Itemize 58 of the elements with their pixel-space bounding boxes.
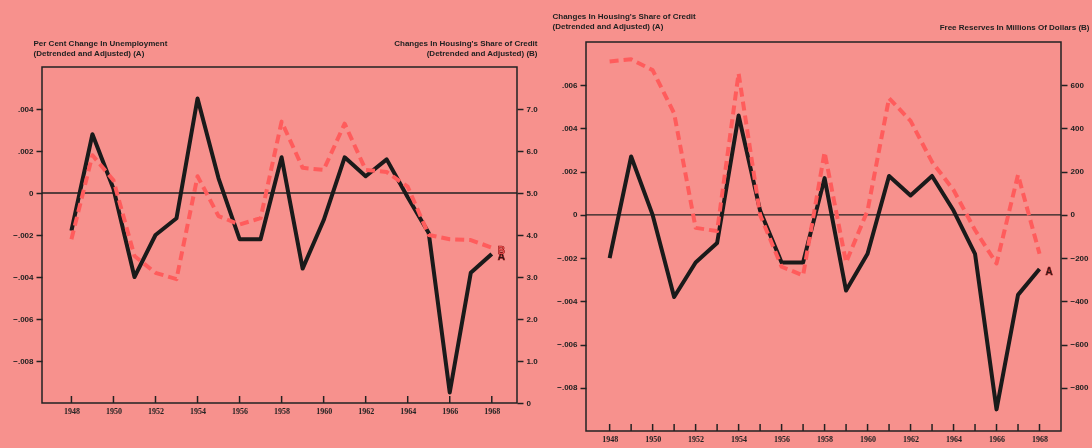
y2-tick-label: −200	[1070, 253, 1090, 263]
series-label: A	[1045, 265, 1053, 277]
y2-tick-label: 7.0	[526, 104, 539, 114]
x-tick-label: 1954	[731, 434, 748, 444]
y-tick-label: 0	[29, 188, 35, 198]
y-tick-label: −.008	[557, 383, 579, 393]
y-tick-label: −.008	[13, 356, 35, 366]
y-tick-label: −.004	[13, 272, 35, 282]
x-tick-label: 1958	[817, 434, 834, 444]
y-axis-title: Per Cent Change In Unemployment (Detrended and Adjusted) (A)	[33, 38, 168, 58]
x-tick-label: 1966	[442, 406, 459, 416]
x-tick-label: 1954	[190, 406, 207, 416]
y-tick-label: 0	[573, 210, 579, 220]
y2-tick-label: 4.0	[526, 230, 539, 240]
y-tick-label: −.002	[13, 230, 35, 240]
x-tick-label: 1966	[989, 434, 1006, 444]
y2-tick-label: 0	[1070, 210, 1076, 220]
y2-tick-label: 1.0	[526, 356, 539, 366]
x-tick-label: 1964	[400, 406, 417, 416]
y2-tick-label: 0	[526, 398, 532, 408]
x-tick-label: 1956	[232, 406, 249, 416]
x-tick-label: 1952	[148, 406, 164, 416]
y2-axis-title: Changes In Housing's Share of Credit (Detrended and Adjusted) (B)	[394, 38, 538, 58]
y-axis-title: Changes In Housing's Share of Credit (Detrended and Adjusted) (A)	[552, 11, 697, 31]
x-tick-label: 1968	[484, 406, 501, 416]
y2-tick-label: 200	[1070, 167, 1085, 177]
y2-tick-label: −800	[1070, 383, 1090, 393]
x-tick-label: 1950	[645, 434, 662, 444]
x-tick-label: 1968	[1032, 434, 1049, 444]
x-tick-label: 1958	[274, 406, 291, 416]
y-tick-label: .004	[17, 104, 35, 114]
x-tick-label: 1948	[63, 406, 80, 416]
y-tick-label: .002	[561, 167, 579, 177]
x-tick-label: 1952	[688, 434, 705, 444]
x-tick-label: 1960	[316, 406, 333, 416]
x-tick-label: 1962	[358, 406, 375, 416]
y2-tick-label: −600	[1070, 340, 1090, 350]
y2-tick-label: 600	[1070, 80, 1085, 90]
x-tick-label: 1950	[105, 406, 122, 416]
x-tick-label: 1960	[860, 434, 877, 444]
y2-tick-label: −400	[1070, 296, 1090, 306]
x-tick-label: 1948	[602, 434, 619, 444]
y-tick-label: .006	[561, 80, 579, 90]
y2-tick-label: 6.0	[526, 146, 539, 156]
y2-axis-title: Free Reserves In Millions Of Dollars (B)	[939, 22, 1090, 32]
y2-tick-label: 3.0	[526, 272, 539, 282]
x-tick-label: 1962	[903, 434, 920, 444]
y-tick-label: −.006	[557, 340, 579, 350]
x-tick-label: 1956	[774, 434, 791, 444]
y-tick-label: −.006	[13, 314, 35, 324]
y2-tick-label: 400	[1070, 123, 1085, 133]
x-tick-label: 1964	[946, 434, 963, 444]
y-tick-label: −.004	[557, 296, 579, 306]
y2-tick-label: 2.0	[526, 314, 539, 324]
y2-tick-label: 5.0	[526, 188, 539, 198]
y-tick-label: .002	[17, 146, 35, 156]
y-tick-label: .004	[561, 123, 579, 133]
y-tick-label: −.002	[557, 253, 579, 263]
